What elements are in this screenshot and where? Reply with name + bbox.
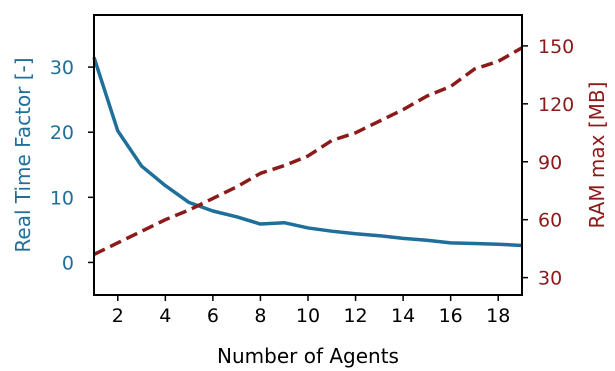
x-tick-label: 18 xyxy=(486,305,510,327)
x-tick-label: 6 xyxy=(207,305,219,327)
right-y-tick-label: 150 xyxy=(538,36,574,58)
right-y-tick-label: 120 xyxy=(538,94,574,116)
left-y-tick-label: 0 xyxy=(62,252,74,274)
left-y-tick-label: 30 xyxy=(50,57,74,79)
x-tick-label: 10 xyxy=(296,305,320,327)
plot-frame xyxy=(93,14,523,296)
left-y-tick-label: 10 xyxy=(50,187,74,209)
left-y-axis-title: Real Time Factor [-] xyxy=(11,57,35,252)
right-y-tick-label: 60 xyxy=(538,210,562,232)
right-y-tick-label: 90 xyxy=(538,152,562,174)
left-y-tick-label: 20 xyxy=(50,122,74,144)
real-time-factor-line xyxy=(92,56,523,248)
x-tick-label: 4 xyxy=(159,305,171,327)
x-axis-title: Number of Agents xyxy=(217,344,399,368)
right-y-tick-label: 30 xyxy=(538,268,562,290)
x-tick-label: 12 xyxy=(343,305,367,327)
ram-max-line xyxy=(93,46,523,257)
right-y-axis-title: RAM max [MB] xyxy=(585,82,609,229)
x-tick-label: 14 xyxy=(391,305,415,327)
x-tick-label: 16 xyxy=(439,305,463,327)
x-tick-label: 8 xyxy=(254,305,266,327)
x-tick-label: 2 xyxy=(112,305,124,327)
